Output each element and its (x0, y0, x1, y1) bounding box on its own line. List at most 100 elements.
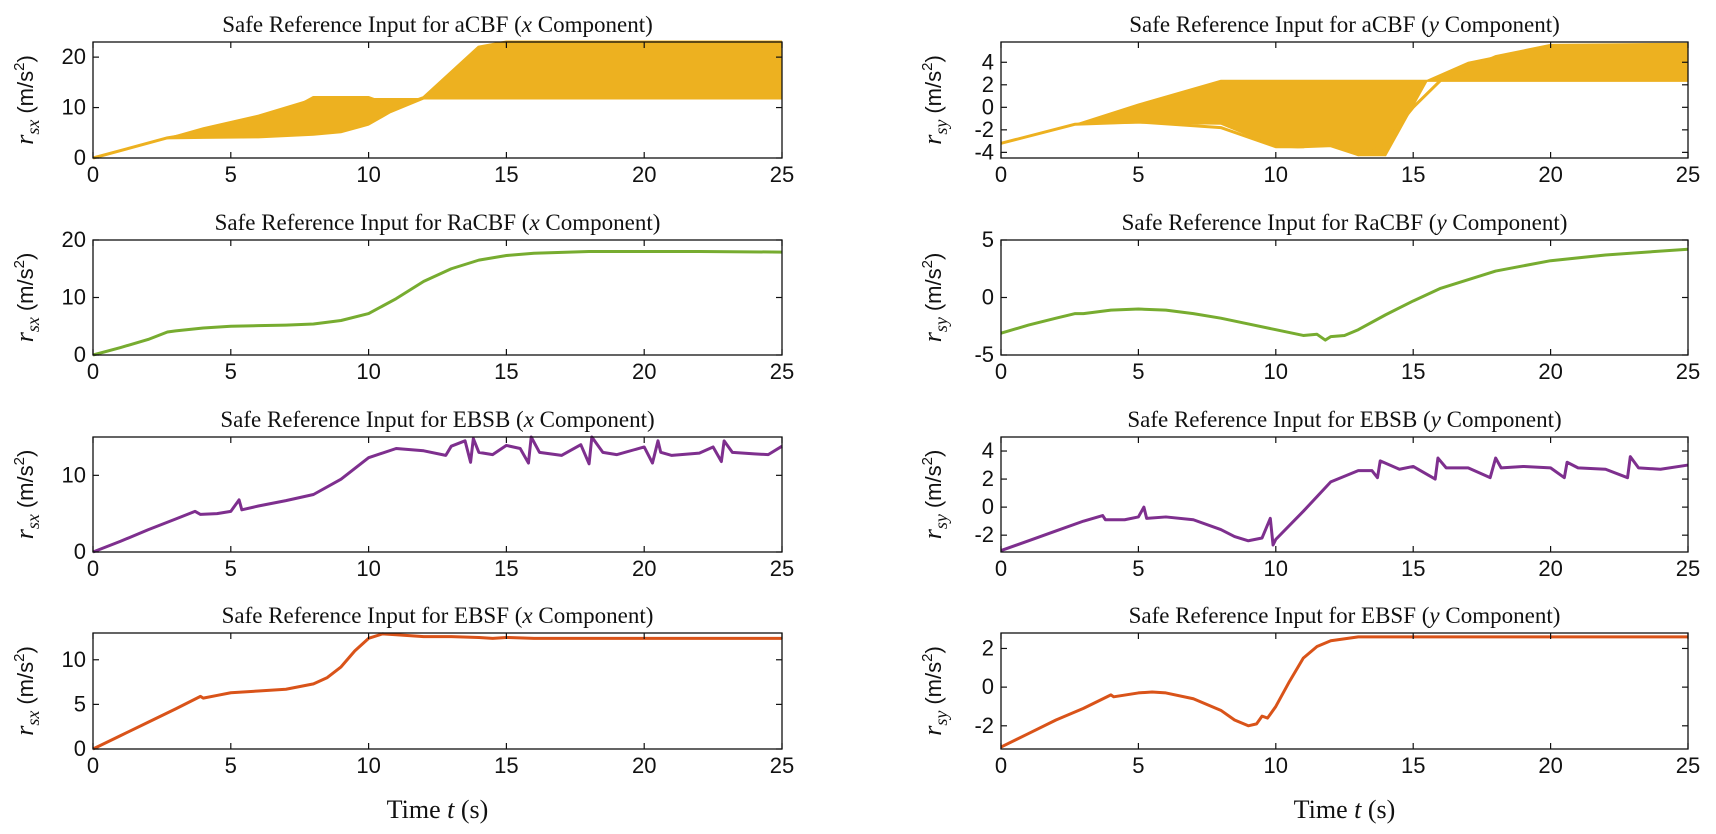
y-label-symbol: r (10, 725, 39, 736)
x-tick-label: 5 (225, 753, 237, 778)
y-tick-label: 4 (982, 438, 994, 463)
x-label-symbol: t (447, 795, 455, 824)
x-tick-label: 20 (1538, 753, 1562, 778)
y-label-subscript: sx (23, 711, 43, 726)
y-label-close: ) (921, 450, 946, 457)
chart-title-part: y (1434, 210, 1447, 235)
x-tick-label: 20 (632, 556, 656, 581)
y-tick-label: 0 (982, 285, 994, 310)
y-label-symbol: r (918, 331, 947, 342)
x-label-prefix: Time (387, 795, 447, 824)
y-label-units: (m/s (13, 465, 38, 508)
x-tick-label: 15 (494, 753, 518, 778)
y-tick-label: 20 (62, 227, 86, 252)
x-label-suffix: (s) (1361, 795, 1395, 824)
chart-title-part: Component) (1439, 12, 1560, 37)
y-tick-label: 0 (74, 539, 86, 564)
y-label-exponent: 2 (11, 457, 28, 465)
chart-title-part: Component) (540, 210, 661, 235)
y-label-exponent: 2 (919, 457, 936, 465)
series-line (1000, 247, 1689, 342)
axes-frame (92, 239, 783, 356)
y-tick-label: 10 (62, 95, 86, 120)
chart-title-part: Component) (533, 603, 654, 628)
x-tick-label: 5 (1132, 753, 1144, 778)
x-tick-label: 10 (1264, 162, 1288, 187)
chart-title-part: Safe Reference Input for EBSB ( (1127, 407, 1430, 432)
chart-title-part: Safe Reference Input for aCBF ( (1129, 12, 1429, 37)
y-label-symbol: r (918, 725, 947, 736)
y-tick-label: 2 (982, 635, 994, 660)
chart-title: Safe Reference Input for aCBF (x Compone… (222, 12, 653, 37)
y-axis-label: rsx (m/s2) (10, 253, 43, 343)
y-label-subscript: sy (931, 120, 951, 135)
chart-racbf-x: Safe Reference Input for RaCBF (x Compon… (10, 210, 794, 384)
x-axis-label: Time t (s) (1294, 795, 1396, 824)
chart-acbf-x: Safe Reference Input for aCBF (x Compone… (10, 12, 794, 187)
series-oscillation-band (166, 41, 783, 140)
y-label-symbol: r (10, 528, 39, 539)
y-tick-label: 10 (62, 285, 86, 310)
chart-title-part: Safe Reference Input for RaCBF ( (215, 210, 530, 235)
y-label-units: (m/s (921, 662, 946, 705)
y-label-close: ) (13, 646, 38, 653)
x-tick-label: 25 (1676, 162, 1700, 187)
x-tick-label: 25 (770, 753, 794, 778)
x-tick-label: 5 (225, 556, 237, 581)
x-tick-label: 25 (1676, 556, 1700, 581)
y-tick-label: 4 (982, 49, 994, 74)
chart-acbf-y: Safe Reference Input for aCBF (y Compone… (918, 12, 1700, 187)
chart-title-part: Safe Reference Input for EBSF ( (222, 603, 523, 628)
x-tick-label: 5 (225, 162, 237, 187)
x-tick-label: 15 (1401, 162, 1425, 187)
y-tick-label: -2 (974, 117, 994, 142)
x-tick-label: 20 (632, 359, 656, 384)
chart-title: Safe Reference Input for EBSF (y Compone… (1129, 603, 1561, 628)
chart-title-part: x (528, 210, 540, 235)
x-tick-label: 5 (225, 359, 237, 384)
y-tick-label: 0 (74, 145, 86, 170)
y-label-exponent: 2 (11, 260, 28, 268)
x-tick-label: 10 (356, 556, 380, 581)
y-label-units: (m/s (921, 268, 946, 311)
x-tick-label: 20 (1538, 162, 1562, 187)
y-tick-label: 0 (74, 736, 86, 761)
y-label-close: ) (13, 253, 38, 260)
x-tick-label: 0 (995, 162, 1007, 187)
y-label-subscript: sx (23, 514, 43, 529)
x-tick-label: 15 (494, 556, 518, 581)
x-tick-label: 0 (995, 556, 1007, 581)
x-tick-label: 20 (632, 162, 656, 187)
y-label-subscript: sy (931, 711, 951, 726)
x-tick-label: 15 (494, 359, 518, 384)
y-label-symbol: r (918, 134, 947, 145)
x-tick-label: 15 (1401, 556, 1425, 581)
x-tick-label: 0 (995, 753, 1007, 778)
y-label-subscript: sy (931, 514, 951, 529)
x-tick-label: 15 (1401, 753, 1425, 778)
x-tick-label: 25 (770, 162, 794, 187)
x-tick-label: 10 (1264, 753, 1288, 778)
y-axis-label: rsx (m/s2) (10, 646, 43, 736)
axes-frame (1000, 632, 1689, 750)
chart-title-part: Safe Reference Input for aCBF ( (222, 12, 522, 37)
y-tick-label: 5 (982, 227, 994, 252)
series-oscillation-band (1075, 43, 1689, 157)
chart-title: Safe Reference Input for RaCBF (x Compon… (215, 210, 661, 235)
series-line (92, 632, 782, 751)
y-label-units: (m/s (13, 71, 38, 114)
y-tick-label: 10 (62, 647, 86, 672)
y-label-exponent: 2 (11, 63, 28, 71)
x-tick-label: 0 (87, 162, 99, 187)
chart-title-part: y (1427, 12, 1440, 37)
y-label-subscript: sx (23, 317, 43, 332)
y-tick-label: 2 (982, 466, 994, 491)
y-label-subscript: sy (931, 317, 951, 332)
x-tick-label: 20 (632, 753, 656, 778)
x-tick-label: 10 (1264, 359, 1288, 384)
y-tick-label: 0 (982, 674, 994, 699)
chart-title-part: Safe Reference Input for EBSF ( (1129, 603, 1430, 628)
x-label-symbol: t (1354, 795, 1362, 824)
chart-title: Safe Reference Input for EBSF (x Compone… (222, 603, 654, 628)
y-tick-label: -5 (974, 342, 994, 367)
